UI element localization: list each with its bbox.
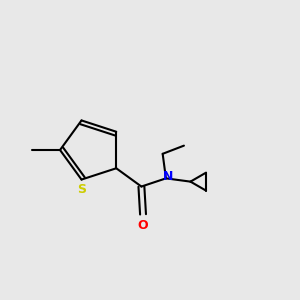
Text: S: S	[77, 184, 86, 196]
Text: O: O	[138, 219, 148, 232]
Text: N: N	[162, 170, 173, 183]
